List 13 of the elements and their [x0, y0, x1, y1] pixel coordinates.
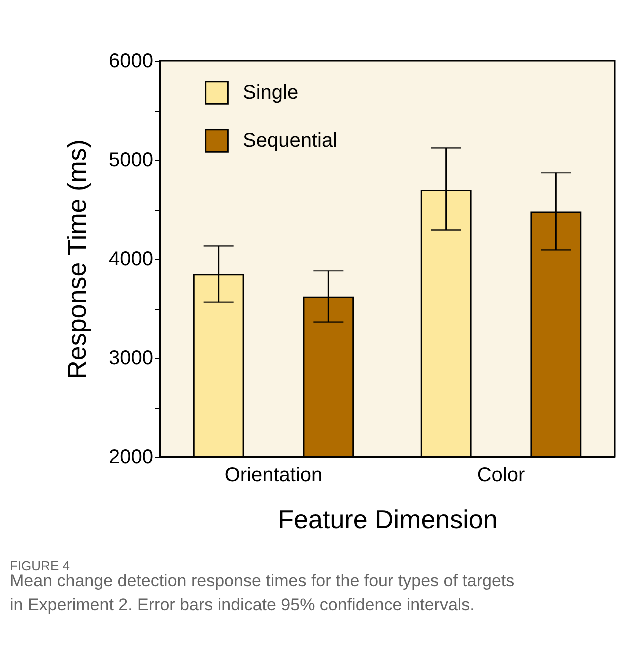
- caption: FIGURE 4: [10, 558, 70, 574]
- y-tick-label: 2000: [109, 446, 154, 468]
- x-tick-label: Orientation: [224, 464, 323, 486]
- x-tick-label: Color: [477, 464, 526, 486]
- y-axis-title: Response Time (ms): [62, 140, 92, 380]
- y-tick-label: 3000: [109, 348, 154, 370]
- x-axis-title: Feature Dimension: [278, 504, 498, 534]
- y-tick-label: 5000: [109, 150, 154, 172]
- text: Mean change detection response times for the four types of targets in Experiment 2. Error bars indicate 95% confidence intervals.: [10, 572, 515, 614]
- y-tick-label: 6000: [109, 50, 154, 72]
- y-tick-label: 4000: [109, 248, 154, 270]
- legend-label: Single: [243, 82, 299, 104]
- legend-label: Sequential: [243, 130, 338, 152]
